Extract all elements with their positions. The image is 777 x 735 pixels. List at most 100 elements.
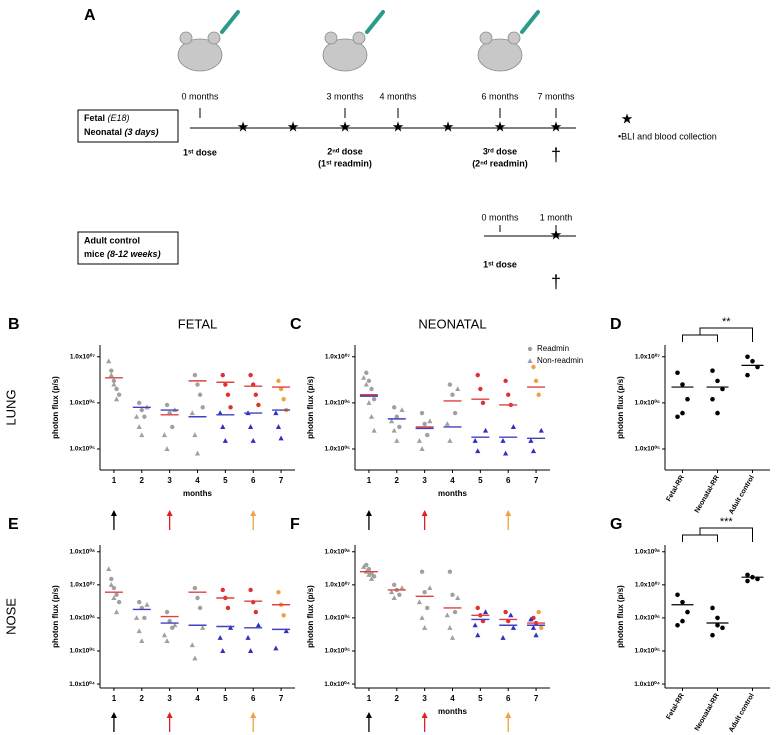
star: ★ (550, 227, 563, 243)
data-point (133, 615, 140, 620)
data-point (391, 582, 397, 588)
time-label: 6 months (481, 91, 519, 101)
arrow-head (110, 510, 117, 516)
data-point (536, 392, 541, 397)
box-line: Adult control (84, 235, 140, 245)
data-point (452, 410, 458, 416)
dagger: † (551, 272, 561, 292)
x-tick-label: 7 (534, 476, 539, 485)
x-tick-label: 1 (367, 476, 372, 485)
data-point (510, 625, 517, 630)
x-tick-label: 6 (506, 694, 511, 703)
data-point (447, 382, 453, 387)
data-point (136, 628, 142, 634)
data-point (675, 622, 680, 628)
panel-letter: B (8, 316, 20, 333)
data-point (371, 427, 377, 433)
data-point (276, 378, 281, 384)
data-point (228, 405, 233, 410)
data-point (253, 392, 259, 397)
svg-text:★: ★ (550, 119, 563, 135)
data-point (225, 392, 231, 397)
arrow-head (250, 510, 257, 516)
data-point (472, 622, 478, 628)
data-point (256, 402, 261, 408)
data-point (452, 609, 458, 615)
svg-text:★: ★ (237, 119, 250, 135)
data-point (388, 418, 395, 424)
data-point (366, 572, 372, 577)
data-point (755, 576, 760, 582)
data-point (715, 622, 720, 628)
data-point (394, 414, 399, 419)
data-point (227, 625, 234, 630)
data-point (745, 578, 750, 584)
data-point (425, 432, 430, 438)
significance-bracket (682, 527, 753, 542)
data-point (109, 368, 114, 373)
data-point (113, 609, 120, 615)
data-point (388, 589, 395, 595)
y-tick-label: 1.0x10⁰⁶ (325, 399, 350, 407)
x-tick-label: 2 (395, 694, 400, 703)
panel-letter: G (610, 516, 622, 533)
data-point (164, 446, 170, 451)
data-point (106, 358, 112, 364)
data-point (391, 595, 397, 600)
data-point (472, 438, 478, 443)
data-point (189, 642, 195, 648)
data-point (680, 382, 685, 387)
dose-label: 1ˢᵗ dose (183, 147, 217, 157)
data-point (715, 615, 720, 621)
x-tick-label: 5 (478, 476, 483, 485)
data-point (361, 564, 367, 569)
y-tick-label: 1.0x10⁰⁷ (635, 352, 660, 360)
data-point (248, 424, 254, 429)
chart-title: FETAL (178, 316, 218, 331)
data-point (715, 378, 720, 384)
data-point (114, 386, 119, 392)
data-point (366, 378, 372, 384)
data-point (111, 381, 117, 387)
data-point (503, 450, 509, 456)
data-point (399, 585, 405, 591)
data-point (397, 592, 402, 597)
arrow-head (166, 510, 173, 516)
y-tick-label: 1.0x10⁰⁵ (324, 445, 350, 453)
data-point (250, 438, 256, 443)
data-point (366, 400, 372, 405)
data-point (447, 625, 453, 630)
y-tick-label: 1.0x10⁰⁸ (634, 547, 660, 555)
svg-text:★: ★ (494, 119, 507, 135)
data-point (416, 599, 423, 605)
data-point (161, 432, 168, 438)
data-point (455, 386, 461, 391)
arrow-head (505, 712, 512, 718)
data-point (422, 625, 428, 630)
x-tick-label: 4 (450, 476, 455, 485)
group-box (77, 231, 179, 265)
x-tick-label: 6 (506, 476, 511, 485)
data-point (142, 414, 147, 419)
data-point (273, 410, 279, 416)
svg-text:★: ★ (392, 119, 405, 135)
data-point (139, 638, 145, 644)
y-tick-label: 1.0x10⁰⁶ (325, 614, 350, 622)
data-point (528, 616, 534, 622)
data-point (276, 589, 281, 595)
data-point (475, 372, 480, 378)
data-point (531, 364, 536, 370)
data-point (275, 424, 282, 429)
data-point (449, 635, 456, 640)
data-point (192, 372, 198, 378)
data-point (255, 622, 262, 628)
dose-note: (2ⁿᵈ readmin) (472, 158, 528, 168)
data-point (710, 368, 715, 373)
data-point (531, 615, 536, 621)
data-point (480, 400, 486, 406)
x-tick-label: 1 (112, 694, 117, 703)
data-point (500, 635, 506, 640)
stars: ★ ★ ★ ★ ★ ★ ★ (237, 119, 563, 135)
data-point (680, 410, 685, 416)
data-point (371, 574, 377, 579)
